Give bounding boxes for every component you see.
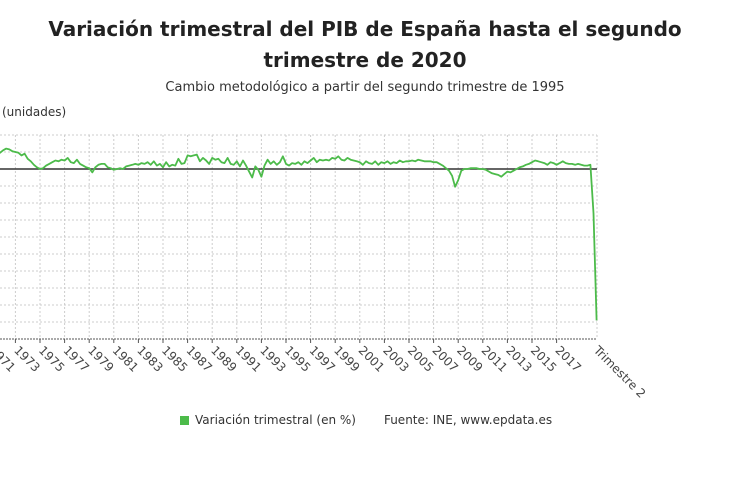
x-tick-label: 1983 [134,343,165,374]
x-tick-label: 2017 [552,343,583,374]
x-tick-label: 1985 [159,343,190,374]
chart-title: Variación trimestral del PIB de España h… [48,17,682,72]
x-tick-label: 1995 [282,343,313,374]
series [0,147,598,321]
subtitle-text: Cambio metodológico a partir del segundo… [165,80,565,95]
legend-label[interactable]: Variación trimestral (en %) [195,413,356,427]
chart-subtitle: Cambio metodológico a partir del segundo… [0,80,730,95]
x-tick-label: 2003 [380,343,411,374]
legend-swatch [180,415,189,425]
x-tick-label: 2009 [454,343,485,374]
x-tick-label: 2011 [479,343,510,374]
x-tick-label-last: Trimestre 2 [590,343,648,401]
x-tick-label: 2007 [429,343,460,374]
x-axis-ticks: 1971197319751977197919811983198519871989… [0,339,648,401]
x-tick-label: 1975 [36,343,67,374]
series-line [0,147,598,321]
x-tick-label: 1993 [257,343,288,374]
x-tick-label: 1981 [110,343,141,374]
x-tick-label: 1991 [233,343,264,374]
x-tick-label: 2013 [503,343,534,374]
x-tick-label: 1999 [331,343,362,374]
source-text: Fuente: INE, www.epdata.es [383,413,553,427]
x-tick-label: 1977 [60,343,91,374]
legend: Variación trimestral (en %) Fuente: INE,… [180,413,552,427]
x-tick-label: 1997 [306,343,337,374]
x-tick-label: 1973 [11,343,42,374]
y-axis-label: (unidades) [2,105,66,119]
x-tick-label: 2015 [528,343,559,374]
x-tick-label: 2005 [405,343,436,374]
x-tick-label: 1987 [183,343,214,374]
x-tick-label: 1989 [208,343,239,374]
x-tick-label: 2001 [356,343,387,374]
x-tick-label: 1979 [85,343,116,374]
grid [0,134,598,340]
